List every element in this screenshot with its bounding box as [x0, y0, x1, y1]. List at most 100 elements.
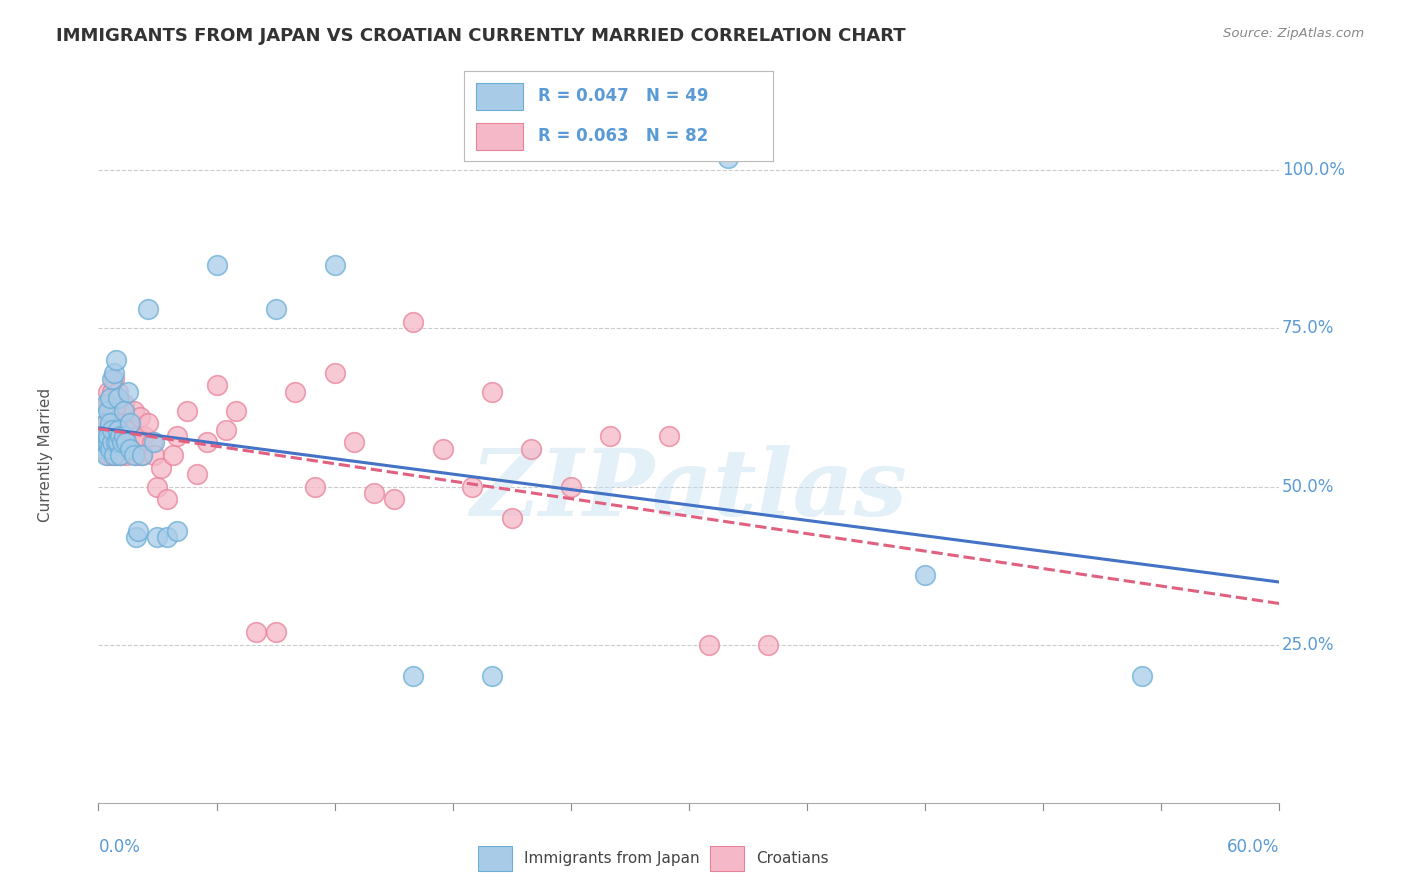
Point — [117, 417, 139, 431]
Point — [115, 448, 138, 462]
Text: Immigrants from Japan: Immigrants from Japan — [524, 851, 700, 866]
Point — [121, 423, 143, 437]
Point — [101, 397, 124, 411]
Point — [176, 403, 198, 417]
Point — [98, 429, 121, 443]
Point — [108, 429, 131, 443]
Point — [205, 378, 228, 392]
Point — [142, 435, 165, 450]
Point — [166, 429, 188, 443]
Text: Croatians: Croatians — [756, 851, 830, 866]
Point — [186, 467, 208, 481]
Point — [107, 435, 129, 450]
Point — [105, 353, 128, 368]
Point — [97, 448, 120, 462]
Point — [599, 429, 621, 443]
Text: 75.0%: 75.0% — [1282, 319, 1334, 337]
Point — [108, 429, 131, 443]
Text: R = 0.063   N = 82: R = 0.063 N = 82 — [538, 128, 709, 145]
Point — [101, 435, 124, 450]
Point — [146, 530, 169, 544]
Point — [105, 423, 128, 437]
Point — [323, 258, 346, 272]
Point — [131, 448, 153, 462]
Point — [96, 397, 118, 411]
Text: 25.0%: 25.0% — [1282, 636, 1334, 654]
Point — [215, 423, 238, 437]
Point — [125, 448, 148, 462]
Point — [93, 435, 115, 450]
Point — [117, 435, 139, 450]
Point — [111, 435, 134, 450]
Point — [205, 258, 228, 272]
Point — [115, 435, 138, 450]
Point — [122, 448, 145, 462]
Point — [112, 403, 135, 417]
Point — [136, 302, 159, 317]
Point — [304, 479, 326, 493]
Point — [461, 479, 484, 493]
Text: ZIPatlas: ZIPatlas — [471, 445, 907, 534]
Point — [108, 409, 131, 424]
Point — [98, 442, 121, 456]
Point — [96, 435, 118, 450]
Point — [501, 511, 523, 525]
Text: IMMIGRANTS FROM JAPAN VS CROATIAN CURRENTLY MARRIED CORRELATION CHART: IMMIGRANTS FROM JAPAN VS CROATIAN CURREN… — [56, 27, 905, 45]
Point — [136, 417, 159, 431]
Point — [107, 442, 129, 456]
Point — [363, 486, 385, 500]
Point — [717, 151, 740, 165]
Text: 100.0%: 100.0% — [1282, 161, 1344, 179]
Point — [101, 423, 124, 437]
Point — [103, 366, 125, 380]
Point — [103, 372, 125, 386]
Point — [101, 372, 124, 386]
Point — [142, 448, 165, 462]
Point — [112, 417, 135, 431]
Point — [560, 479, 582, 493]
Point — [97, 435, 120, 450]
Point — [97, 435, 120, 450]
Point — [156, 530, 179, 544]
FancyBboxPatch shape — [478, 847, 512, 871]
Point — [118, 417, 141, 431]
Point — [107, 423, 129, 437]
Point — [98, 417, 121, 431]
Point — [107, 391, 129, 405]
Point — [96, 429, 118, 443]
Point — [103, 429, 125, 443]
Point — [245, 625, 267, 640]
Point — [93, 435, 115, 450]
Point — [914, 568, 936, 582]
Point — [93, 423, 115, 437]
Text: Source: ZipAtlas.com: Source: ZipAtlas.com — [1223, 27, 1364, 40]
Point — [481, 669, 503, 683]
Point — [122, 403, 145, 417]
Point — [97, 397, 120, 411]
Point — [118, 442, 141, 456]
Point — [118, 442, 141, 456]
Point — [107, 384, 129, 399]
Point — [96, 417, 118, 431]
Point — [96, 442, 118, 456]
Point — [101, 435, 124, 450]
Point — [146, 479, 169, 493]
Point — [1130, 669, 1153, 683]
Point — [96, 417, 118, 431]
Point — [97, 403, 120, 417]
Point — [93, 442, 115, 456]
Point — [103, 417, 125, 431]
Point — [105, 448, 128, 462]
Point — [98, 417, 121, 431]
Point — [343, 435, 366, 450]
Point — [101, 448, 124, 462]
FancyBboxPatch shape — [710, 847, 744, 871]
Point — [105, 435, 128, 450]
Point — [108, 448, 131, 462]
Point — [117, 384, 139, 399]
Point — [131, 448, 153, 462]
FancyBboxPatch shape — [477, 123, 523, 150]
Point — [101, 384, 124, 399]
Point — [98, 442, 121, 456]
Point — [112, 429, 135, 443]
